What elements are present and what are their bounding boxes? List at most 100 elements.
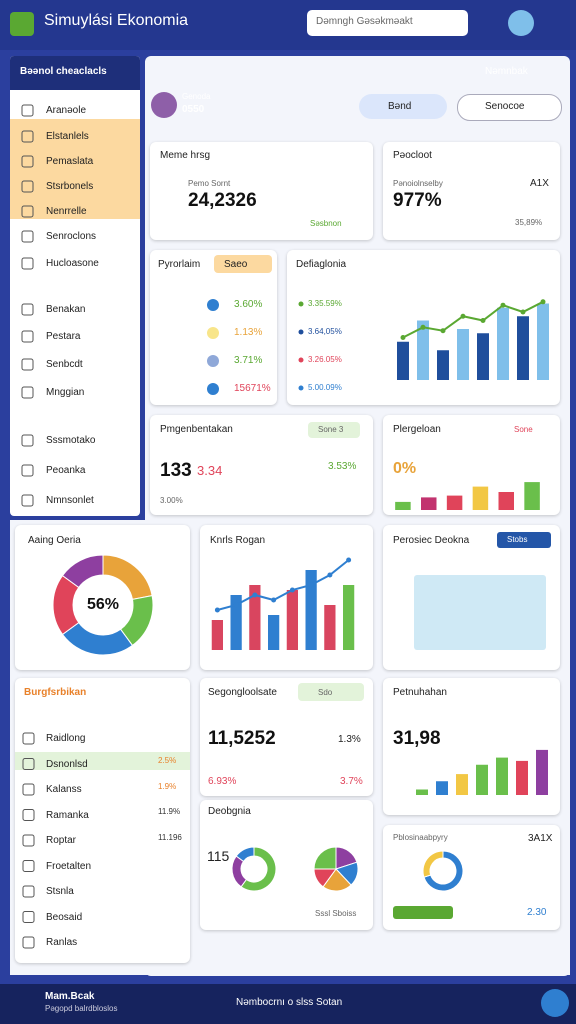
- label: 11.196: [158, 832, 182, 842]
- label: Senocoe: [485, 101, 525, 112]
- label: 6.93%: [208, 776, 237, 787]
- label: Elstanlels: [46, 131, 89, 142]
- label: 31,98: [393, 728, 441, 749]
- label: 977%: [393, 190, 442, 211]
- label: 11,5252: [208, 728, 276, 749]
- label: 3.00%: [160, 496, 183, 505]
- label: Sone: [514, 425, 533, 434]
- label: Peoanka: [46, 465, 86, 476]
- label: Hucloasone: [46, 258, 99, 269]
- label: Senbcdt: [46, 359, 83, 370]
- label: Pəocloot: [393, 150, 432, 161]
- button[interactable]: [497, 532, 551, 548]
- label: Nəmnbak: [485, 66, 528, 77]
- label: 3.60%: [234, 299, 263, 310]
- label: 3.64,05%: [308, 327, 342, 336]
- label: 3.35.59%: [308, 299, 342, 308]
- label: A1X: [530, 178, 549, 189]
- label: 0550: [182, 104, 205, 115]
- label: Dsnonlsd: [46, 758, 88, 770]
- label: 56%: [87, 596, 120, 613]
- label: 2.30: [527, 907, 547, 918]
- label: Defiaglonia: [296, 259, 347, 270]
- label: Petnuhahan: [393, 687, 447, 698]
- label: 3A1X: [528, 833, 553, 844]
- progress: [393, 906, 453, 919]
- avatar[interactable]: [508, 10, 534, 36]
- map: [414, 575, 546, 650]
- label: 11.9%: [158, 807, 181, 816]
- label: Bənd: [388, 101, 412, 112]
- label: Kalanss: [46, 784, 82, 795]
- label: Senroclons: [46, 231, 97, 242]
- label: Roptar: [46, 835, 77, 846]
- label: Nəmbocrnı o slss Sotan: [236, 997, 343, 1008]
- label: Genoda: [182, 92, 211, 101]
- label: 3.53%: [328, 461, 357, 472]
- label: Stsnla: [46, 886, 74, 897]
- label: Froetalten: [46, 860, 92, 872]
- sidebar-header: [10, 56, 140, 90]
- label: 115: [207, 848, 230, 864]
- card: [15, 678, 190, 963]
- label: Plergeloan: [393, 424, 441, 435]
- label: Nmnsonlet: [46, 495, 94, 506]
- label: Ranlas: [46, 937, 78, 948]
- label: Bəənol cheaclacls: [20, 66, 107, 77]
- label: Sdo: [318, 688, 333, 697]
- label: 35,89%: [515, 218, 543, 227]
- card: [383, 142, 560, 240]
- badge: [308, 422, 360, 438]
- label: Pestara: [46, 331, 81, 342]
- label: Səsbnon: [310, 219, 342, 228]
- label: Aaing Oeria: [28, 535, 81, 546]
- label: 5.00.09%: [308, 383, 342, 392]
- label: Aranəole: [46, 105, 87, 116]
- label: Pemaslata: [46, 156, 94, 167]
- label: 1.3%: [338, 734, 361, 745]
- label: Burgfsrbikan: [24, 687, 87, 698]
- card: [383, 678, 560, 815]
- label: 3.26.05%: [308, 355, 342, 364]
- label: Meme hrsg: [160, 150, 211, 161]
- label: Dəmngh Gəsəkməakt: [316, 16, 413, 27]
- label: Sone 3: [318, 425, 344, 434]
- badge: [298, 683, 364, 701]
- label: Perosiec Deokna: [393, 535, 470, 546]
- label: Pyrorlaim: [158, 259, 201, 270]
- label: Pmgenbentakan: [160, 424, 233, 435]
- fab[interactable]: [541, 989, 569, 1017]
- label: 3.7%: [340, 776, 363, 787]
- card: [200, 525, 373, 670]
- label: Deobgnia: [208, 806, 251, 817]
- label: Raidlong: [46, 733, 86, 744]
- label: Stobs: [507, 535, 528, 544]
- label: Sssmotako: [46, 435, 96, 446]
- label: Segongloolsate: [208, 687, 277, 698]
- header-bar: [0, 0, 576, 50]
- label: Pemo Sornt: [188, 179, 231, 188]
- label: Beosaid: [46, 911, 83, 923]
- button[interactable]: [359, 94, 447, 119]
- label: Stsrbonels: [46, 181, 94, 192]
- label: Nenrrelle: [46, 206, 87, 217]
- label: 1.9%: [158, 781, 177, 791]
- label: Pblosinaabpyry: [393, 833, 448, 842]
- label: Benakan: [46, 304, 86, 315]
- label: Pənoiolnselby: [393, 179, 443, 188]
- profile-avatar: [151, 92, 177, 118]
- label: Simuylási Ekonomia: [44, 12, 189, 29]
- label: Ramanka: [46, 809, 89, 821]
- label: Mam.Bcak: [45, 991, 95, 1002]
- search-box[interactable]: [307, 10, 468, 36]
- label: Saeo: [224, 259, 248, 270]
- label: 15671%: [234, 383, 271, 394]
- button[interactable]: [457, 94, 562, 121]
- label: 24,2326: [188, 190, 257, 211]
- card: [150, 142, 373, 240]
- label: Mnggian: [46, 387, 85, 398]
- label: 2.5%: [158, 756, 177, 765]
- logo: [10, 12, 34, 36]
- label: 0%: [393, 460, 417, 477]
